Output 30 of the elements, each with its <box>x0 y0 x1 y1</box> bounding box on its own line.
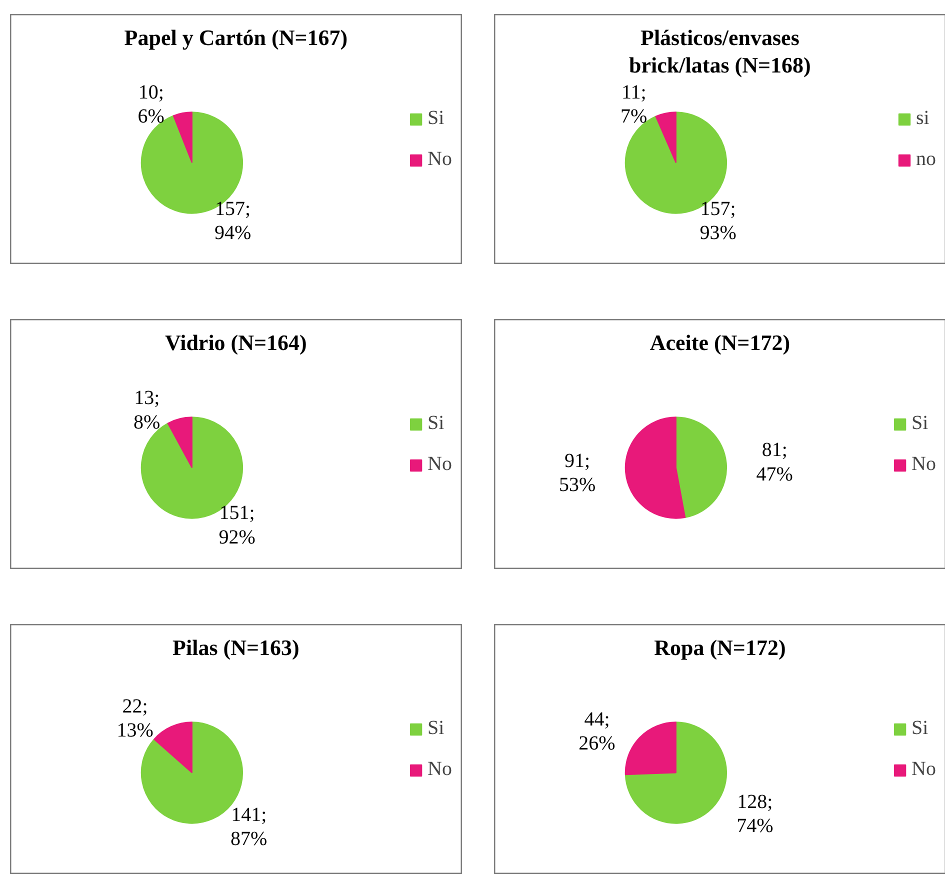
legend-label: Si <box>428 717 446 740</box>
legend-label: Si <box>428 107 446 130</box>
data-label: 44; 26% <box>578 708 616 755</box>
chart-title: Vidrio (N=164) <box>165 330 307 356</box>
legend-label: No <box>912 758 936 781</box>
legend-label: no <box>916 148 936 171</box>
data-label: 11; 7% <box>620 81 648 128</box>
legend-label: Si <box>428 412 446 435</box>
data-label: 13; 8% <box>134 387 160 434</box>
legend-label: No <box>428 758 452 781</box>
chart-title: Pilas (N=163) <box>172 635 300 660</box>
legend-label: No <box>428 453 452 476</box>
data-label: 10; 6% <box>138 81 164 128</box>
chart-title: Ropa (N=172) <box>654 635 786 660</box>
legend-label: Si <box>912 412 930 435</box>
legend-label: Si <box>912 717 930 740</box>
legend-label: No <box>912 453 936 476</box>
chart-title: Aceite (N=172) <box>650 330 790 356</box>
chart-title: Plásticos/envases brick/latas (N=168) <box>629 25 811 78</box>
data-label: 91; 53% <box>558 450 596 496</box>
data-label: 157; 93% <box>700 198 736 244</box>
data-label: 81; 47% <box>756 439 793 486</box>
data-label: 128; 74% <box>736 790 774 838</box>
chart-title: Papel y Cartón (N=167) <box>124 25 348 50</box>
data-label: 157; 94% <box>214 198 252 244</box>
legend-label: No <box>428 148 452 171</box>
data-label: 22; 13% <box>116 695 154 742</box>
legend-label: si <box>916 107 930 130</box>
data-label: 141; 87% <box>230 804 268 850</box>
data-label: 151; 92% <box>218 502 256 548</box>
